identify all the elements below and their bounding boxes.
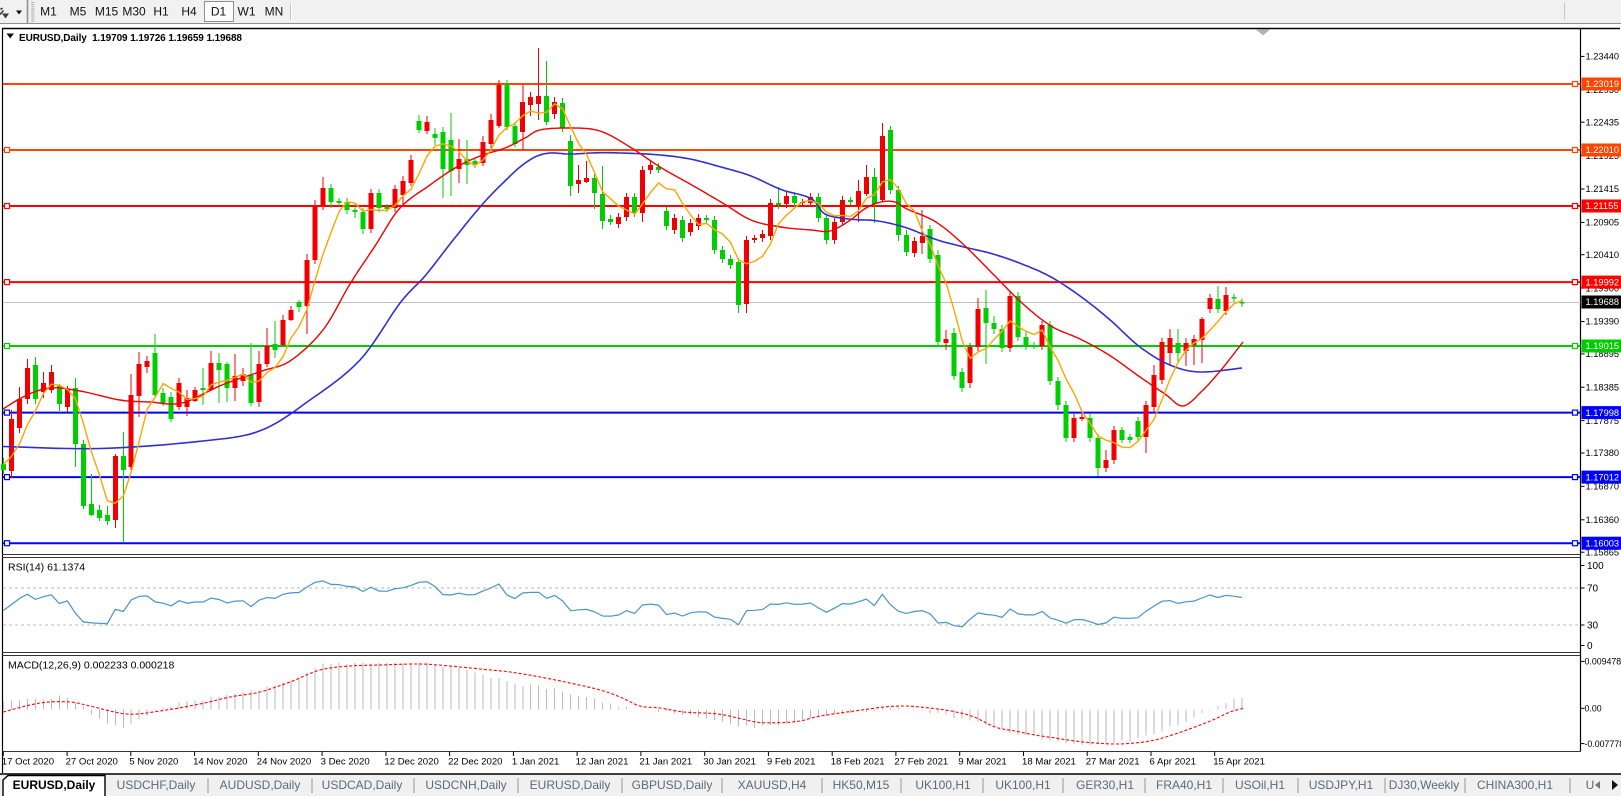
svg-text:USDCAD,Daily: USDCAD,Daily bbox=[322, 778, 403, 792]
svg-text:1.20905: 1.20905 bbox=[1586, 218, 1620, 228]
svg-text:M1: M1 bbox=[40, 5, 57, 19]
svg-text:9 Mar 2021: 9 Mar 2021 bbox=[958, 757, 1007, 768]
svg-text:M30: M30 bbox=[122, 5, 146, 19]
svg-text:EURUSD,Daily: EURUSD,Daily bbox=[13, 778, 96, 792]
svg-text:0.00: 0.00 bbox=[1585, 704, 1602, 714]
svg-text:USOil,H1: USOil,H1 bbox=[1235, 778, 1285, 792]
svg-text:W1: W1 bbox=[238, 5, 256, 19]
svg-text:22 Dec 2020: 22 Dec 2020 bbox=[448, 757, 502, 768]
svg-text:U: U bbox=[1586, 778, 1595, 792]
svg-text:DJ30,Weekly: DJ30,Weekly bbox=[1389, 778, 1459, 792]
svg-text:100: 100 bbox=[1587, 561, 1604, 572]
svg-text:1.15865: 1.15865 bbox=[1586, 547, 1620, 557]
svg-text:GER30,H1: GER30,H1 bbox=[1076, 778, 1134, 792]
svg-text:1.21415: 1.21415 bbox=[1586, 184, 1620, 194]
svg-text:M15: M15 bbox=[95, 5, 119, 19]
svg-text:12 Jan 2021: 12 Jan 2021 bbox=[576, 757, 629, 768]
svg-text:M5: M5 bbox=[70, 5, 87, 19]
svg-text:EURUSD,Daily 1.19709 1.19726: EURUSD,Daily 1.19709 1.19726 1.19659 1.1… bbox=[19, 33, 242, 44]
svg-text:18 Mar 2021: 18 Mar 2021 bbox=[1022, 757, 1076, 768]
svg-text:6 Apr 2021: 6 Apr 2021 bbox=[1150, 757, 1196, 768]
svg-text:1.19390: 1.19390 bbox=[1586, 317, 1620, 327]
svg-text:HK50,M15: HK50,M15 bbox=[833, 778, 890, 792]
svg-text:30: 30 bbox=[1587, 621, 1599, 632]
svg-text:UK100,H1: UK100,H1 bbox=[915, 778, 971, 792]
svg-text:1.17380: 1.17380 bbox=[1586, 448, 1620, 458]
svg-text:FRA40,H1: FRA40,H1 bbox=[1156, 778, 1212, 792]
svg-text:70: 70 bbox=[1587, 584, 1599, 595]
svg-text:1.22435: 1.22435 bbox=[1586, 117, 1620, 127]
svg-text:D1: D1 bbox=[211, 5, 227, 19]
svg-text:-0.007778: -0.007778 bbox=[1585, 739, 1621, 749]
svg-text:15 Apr 2021: 15 Apr 2021 bbox=[1213, 757, 1265, 768]
svg-text:H1: H1 bbox=[153, 5, 169, 19]
svg-text:UK100,H1: UK100,H1 bbox=[995, 778, 1051, 792]
svg-text:CHINA300,H1: CHINA300,H1 bbox=[1477, 778, 1553, 792]
svg-text:30 Jan 2021: 30 Jan 2021 bbox=[703, 757, 756, 768]
svg-text:1 Jan 2021: 1 Jan 2021 bbox=[512, 757, 559, 768]
svg-text:USDCNH,Daily: USDCNH,Daily bbox=[425, 778, 506, 792]
svg-text:1.21155: 1.21155 bbox=[1586, 201, 1619, 211]
svg-text:1.19688: 1.19688 bbox=[1586, 297, 1620, 307]
svg-text:14 Nov 2020: 14 Nov 2020 bbox=[193, 757, 247, 768]
svg-text:RSI(14) 61.1374: RSI(14) 61.1374 bbox=[8, 562, 85, 574]
svg-text:12 Dec 2020: 12 Dec 2020 bbox=[384, 757, 438, 768]
svg-text:0.009478: 0.009478 bbox=[1585, 657, 1621, 667]
svg-text:1.22010: 1.22010 bbox=[1586, 145, 1620, 155]
svg-text:3 Dec 2020: 3 Dec 2020 bbox=[321, 757, 370, 768]
svg-text:1.16870: 1.16870 bbox=[1586, 482, 1620, 492]
svg-text:AUDUSD,Daily: AUDUSD,Daily bbox=[220, 778, 301, 792]
svg-text:H4: H4 bbox=[181, 5, 197, 19]
svg-text:MACD(12,26,9) 0.002233 0.00021: MACD(12,26,9) 0.002233 0.000218 bbox=[8, 660, 175, 672]
svg-text:27 Feb 2021: 27 Feb 2021 bbox=[894, 757, 948, 768]
svg-text:MN: MN bbox=[265, 5, 284, 19]
svg-text:21 Jan 2021: 21 Jan 2021 bbox=[639, 757, 692, 768]
svg-text:1.19992: 1.19992 bbox=[1586, 277, 1620, 287]
svg-text:USDCHF,Daily: USDCHF,Daily bbox=[117, 778, 196, 792]
svg-text:18 Feb 2021: 18 Feb 2021 bbox=[831, 757, 885, 768]
svg-text:1.18895: 1.18895 bbox=[1586, 349, 1620, 359]
svg-text:1.23440: 1.23440 bbox=[1586, 52, 1620, 62]
svg-text:24 Nov 2020: 24 Nov 2020 bbox=[257, 757, 311, 768]
svg-text:EURUSD,Daily: EURUSD,Daily bbox=[530, 778, 611, 792]
svg-text:1.16003: 1.16003 bbox=[1586, 538, 1620, 548]
svg-text:XAUUSD,H4: XAUUSD,H4 bbox=[738, 778, 807, 792]
svg-text:1.17998: 1.17998 bbox=[1586, 408, 1620, 418]
svg-text:USDJPY,H1: USDJPY,H1 bbox=[1309, 778, 1374, 792]
svg-text:0: 0 bbox=[1587, 641, 1593, 652]
svg-text:GBPUSD,Daily: GBPUSD,Daily bbox=[632, 778, 713, 792]
svg-text:27 Oct 2020: 27 Oct 2020 bbox=[66, 757, 118, 768]
svg-text:5 Nov 2020: 5 Nov 2020 bbox=[129, 757, 178, 768]
svg-text:1.19015: 1.19015 bbox=[1586, 341, 1620, 351]
svg-text:1.16360: 1.16360 bbox=[1586, 515, 1620, 525]
svg-text:1.18385: 1.18385 bbox=[1586, 383, 1620, 393]
svg-text:1.20410: 1.20410 bbox=[1586, 250, 1620, 260]
svg-text:1.17875: 1.17875 bbox=[1586, 416, 1620, 426]
svg-text:9 Feb 2021: 9 Feb 2021 bbox=[767, 757, 816, 768]
svg-text:17 Oct 2020: 17 Oct 2020 bbox=[2, 757, 54, 768]
svg-text:27 Mar 2021: 27 Mar 2021 bbox=[1086, 757, 1140, 768]
svg-text:1.17012: 1.17012 bbox=[1586, 472, 1620, 482]
svg-text:1.23019: 1.23019 bbox=[1586, 79, 1620, 89]
